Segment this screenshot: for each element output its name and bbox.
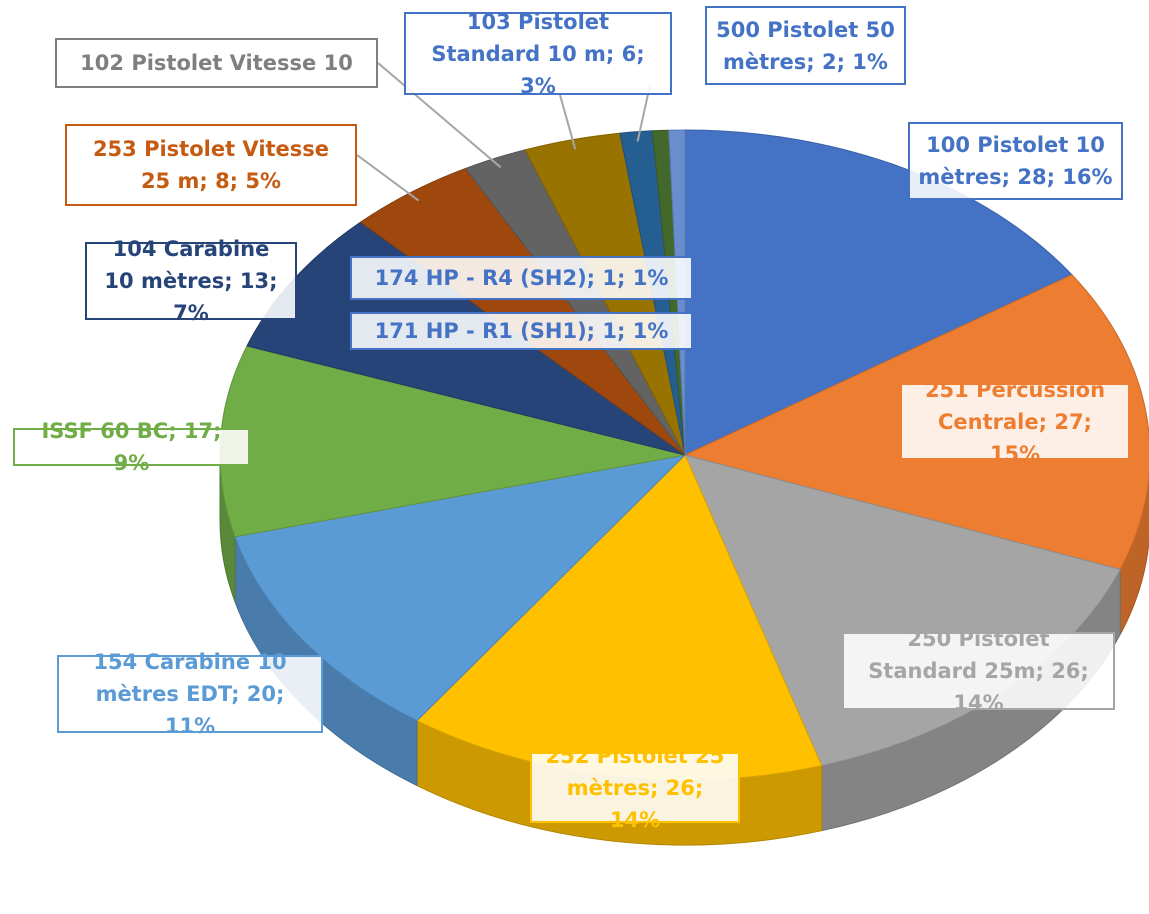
data-label: 102 Pistolet Vitesse 10 [55, 38, 378, 88]
leader-line [356, 154, 420, 202]
data-label: 100 Pistolet 10 mètres; 28; 16% [908, 122, 1123, 200]
slice [234, 454, 687, 722]
data-label: 500 Pistolet 50 mètres; 2; 1% [705, 6, 906, 85]
data-label: 253 Pistolet Vitesse 25 m; 8; 5% [65, 124, 357, 206]
leader-line [559, 94, 577, 150]
data-label: 174 HP - R4 (SH2); 1; 1% [350, 256, 693, 300]
data-label: 171 HP - R1 (SH1); 1; 1% [350, 312, 693, 350]
data-label: 252 Pistolet 25 mètres; 26; 14% [530, 744, 740, 832]
data-label: 103 Pistolet Standard 10 m; 6; 3% [404, 10, 672, 98]
slice [684, 129, 1073, 456]
data-label: 251 Percussion Centrale; 27; 15% [900, 378, 1130, 466]
leader-line [377, 62, 502, 169]
data-label: 104 Carabine 10 mètres; 13; 7% [85, 237, 297, 325]
data-label: 250 Pistolet Standard 25m; 26; 14% [842, 627, 1115, 715]
data-label: ISSF 60 BC; 17; 9% [13, 419, 250, 475]
data-label: 154 Carabine 10 mètres EDT; 20; 11% [57, 650, 323, 738]
